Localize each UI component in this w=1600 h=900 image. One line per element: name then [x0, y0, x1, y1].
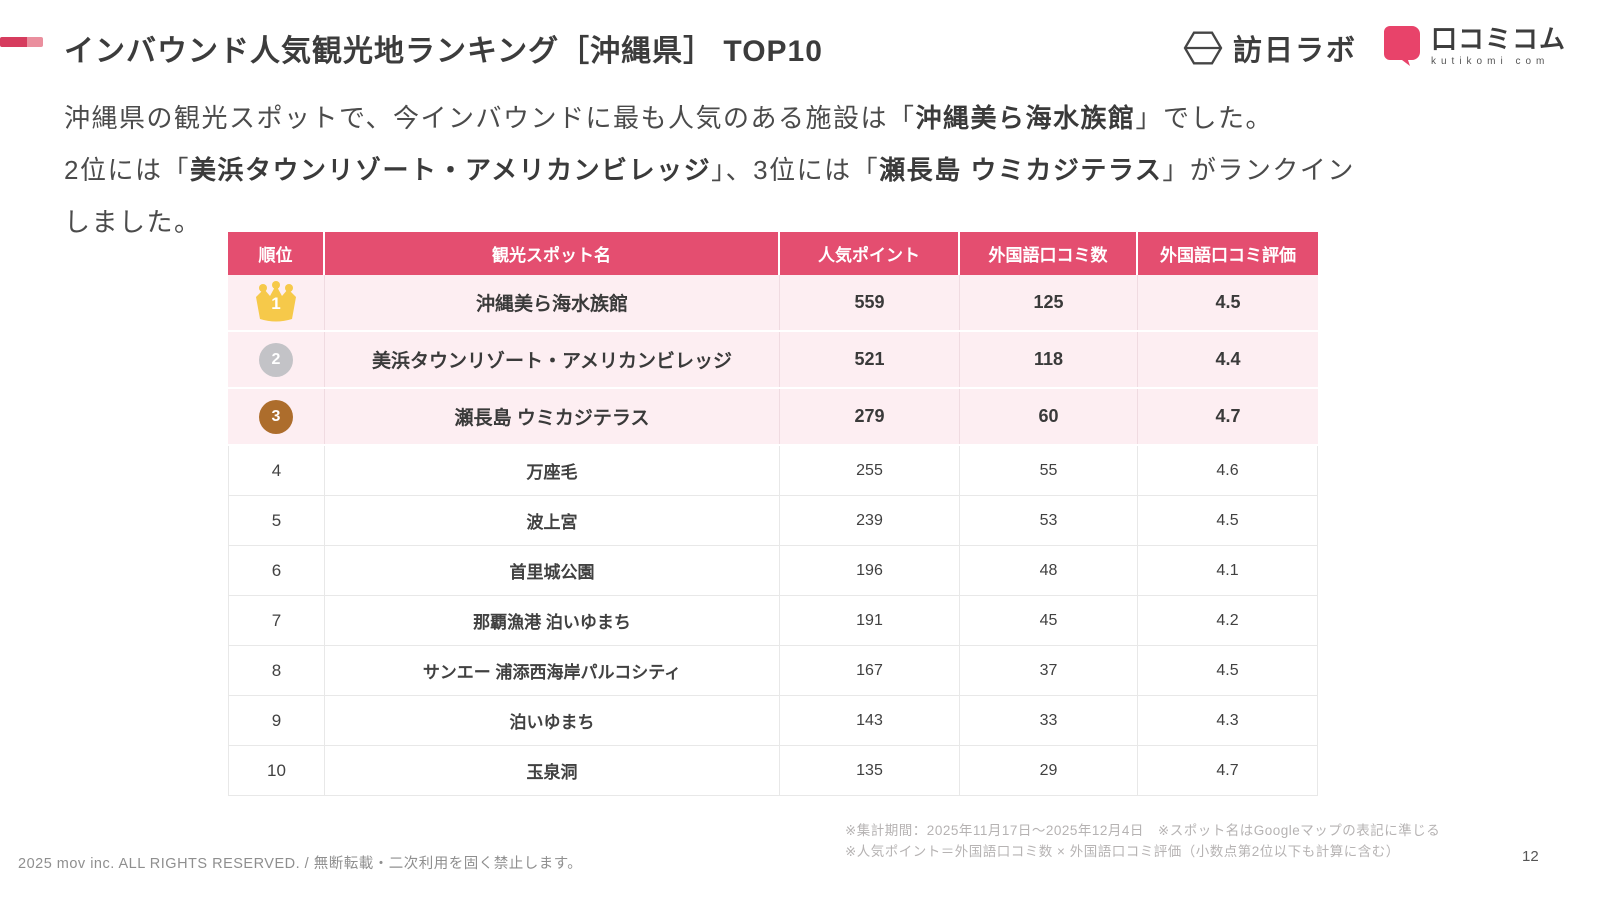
rank-cell: 4	[228, 446, 325, 495]
header-rating: 外国語口コミ評価	[1160, 246, 1296, 265]
table-row: 9 泊いゆまち 143 33 4.3	[228, 696, 1318, 746]
accent-dash-dark	[0, 37, 27, 47]
table-header-row: 順位 観光スポット名 人気ポイント 外国語口コミ数 外国語口コミ評価	[228, 232, 1318, 275]
spot-points: 559	[780, 275, 960, 330]
spot-reviews: 53	[960, 496, 1138, 545]
gold-crown-icon: 1	[250, 280, 302, 326]
rank-number: 1	[271, 293, 281, 313]
spot-rating: 4.2	[1138, 596, 1318, 645]
ranking-table: 順位 観光スポット名 人気ポイント 外国語口コミ数 外国語口コミ評価 1 沖縄美…	[228, 232, 1318, 796]
rank-cell: 5	[228, 496, 325, 545]
spot-rating: 4.3	[1138, 696, 1318, 745]
rank-cell: 6	[228, 546, 325, 595]
spot-points: 143	[780, 696, 960, 745]
spot-name: 美浜タウンリゾート・アメリカンビレッジ	[325, 332, 780, 387]
footnotes: ※集計期間：2025年11月17日〜2025年12月4日 ※スポット名はGoog…	[845, 820, 1485, 862]
spot-rating: 4.6	[1138, 446, 1318, 495]
spot-points: 255	[780, 446, 960, 495]
rank-cell: 2	[228, 332, 325, 387]
header-reviews: 外国語口コミ数	[960, 232, 1138, 275]
kutikomi-logo-jp: 口コミコム	[1431, 24, 1567, 54]
spot-reviews: 60	[960, 389, 1138, 444]
hexagon-icon	[1183, 30, 1223, 66]
intro-bold-spot2: 美浜タウンリゾート・アメリカンビレッジ	[189, 155, 712, 185]
spot-reviews: 118	[960, 332, 1138, 387]
copyright-text: 2025 mov inc. ALL RIGHTS RESERVED. / 無断転…	[18, 856, 583, 872]
header-points: 人気ポイント	[780, 232, 960, 275]
spot-points: 135	[780, 746, 960, 795]
bronze-medal-icon: 3	[259, 399, 293, 434]
page-number: 12	[1522, 848, 1539, 865]
spot-points: 167	[780, 646, 960, 695]
rank-cell: 7	[228, 596, 325, 645]
spot-rating: 4.5	[1138, 646, 1318, 695]
kutikomi-logo: 口コミコム kutikomi com	[1384, 24, 1566, 67]
rank-cell: 3	[228, 389, 325, 444]
intro-paragraph: 沖縄県の観光スポットで、今インバウンドに最も人気のある施設は「沖縄美ら海水族館」…	[64, 103, 1355, 237]
title-accent-bar	[0, 37, 43, 47]
spot-rating: 4.5	[1215, 292, 1241, 312]
spot-reviews: 45	[960, 596, 1138, 645]
silver-medal-icon: 2	[259, 342, 293, 377]
intro-text: 沖縄県の観光スポットで、今インバウンドに最も人気のある施設は「	[64, 103, 916, 133]
spot-name: 那覇漁港 泊いゆまち	[325, 596, 780, 645]
spot-name: 瀬長島 ウミカジテラス	[325, 389, 780, 444]
spot-name: 玉泉洞	[325, 746, 780, 795]
spot-rating: 4.7	[1215, 406, 1241, 426]
spot-points: 196	[780, 546, 960, 595]
kutikomi-logo-text: 口コミコム kutikomi com	[1431, 24, 1566, 67]
spot-rating: 4.7	[1138, 746, 1318, 795]
header-name: 観光スポット名	[325, 232, 780, 275]
footnote-line2: ※人気ポイント＝外国語口コミ数 × 外国語口コミ評価（小数点第2位以下も計算に含…	[845, 844, 1400, 859]
rank-cell: 9	[228, 696, 325, 745]
kutikomi-logo-en: kutikomi com	[1431, 56, 1550, 67]
accent-dash-light	[27, 37, 43, 47]
spot-points: 279	[780, 389, 960, 444]
spot-points: 521	[780, 332, 960, 387]
spot-reviews: 55	[960, 446, 1138, 495]
table-row: 8 サンエー 浦添西海岸パルコシティ 167 37 4.5	[228, 646, 1318, 696]
page-title: インバウンド人気観光地ランキング［沖縄県］ TOP10	[64, 35, 823, 68]
table-row: 7 那覇漁港 泊いゆまち 191 45 4.2	[228, 596, 1318, 646]
spot-reviews: 33	[960, 696, 1138, 745]
intro-bold-spot3: 瀬長島 ウミカジテラス	[879, 155, 1163, 185]
table-row: 10 玉泉洞 135 29 4.7	[228, 746, 1318, 796]
table-row: 4 万座毛 255 55 4.6	[228, 446, 1318, 496]
spot-points: 191	[780, 596, 960, 645]
houjitsu-lab-logo: 訪日ラボ	[1183, 27, 1357, 69]
spot-reviews: 37	[960, 646, 1138, 695]
spot-name: 沖縄美ら海水族館	[325, 275, 780, 330]
spot-rating: 4.4	[1215, 349, 1241, 369]
spot-reviews: 29	[960, 746, 1138, 795]
intro-bold-spot1: 沖縄美ら海水族館	[915, 103, 1136, 133]
spot-name: 首里城公園	[325, 546, 780, 595]
table-row: 2 美浜タウンリゾート・アメリカンビレッジ 521 118 4.4	[228, 332, 1318, 389]
houjitsu-lab-logo-text: 訪日ラボ	[1233, 35, 1358, 67]
spot-name: 波上宮	[325, 496, 780, 545]
speech-bubble-icon	[1384, 24, 1422, 66]
spot-name: サンエー 浦添西海岸パルコシティ	[325, 646, 780, 695]
spot-rating: 4.5	[1138, 496, 1318, 545]
table-row: 3 瀬長島 ウミカジテラス 279 60 4.7	[228, 389, 1318, 446]
table-row: 6 首里城公園 196 48 4.1	[228, 546, 1318, 596]
spot-rating: 4.1	[1138, 546, 1318, 595]
rank-cell: 8	[228, 646, 325, 695]
table-row: 1 沖縄美ら海水族館 559 125 4.5	[228, 275, 1318, 332]
footnote-line1: ※集計期間：2025年11月17日〜2025年12月4日 ※スポット名はGoog…	[845, 823, 1441, 838]
spot-reviews: 125	[960, 275, 1138, 330]
spot-points: 239	[780, 496, 960, 545]
spot-name: 万座毛	[325, 446, 780, 495]
spot-reviews: 48	[960, 546, 1138, 595]
rank-cell: 1	[228, 275, 325, 330]
spot-name: 泊いゆまち	[325, 696, 780, 745]
header-rank: 順位	[228, 232, 325, 275]
table-row: 5 波上宮 239 53 4.5	[228, 496, 1318, 546]
rank-cell: 10	[228, 746, 325, 795]
